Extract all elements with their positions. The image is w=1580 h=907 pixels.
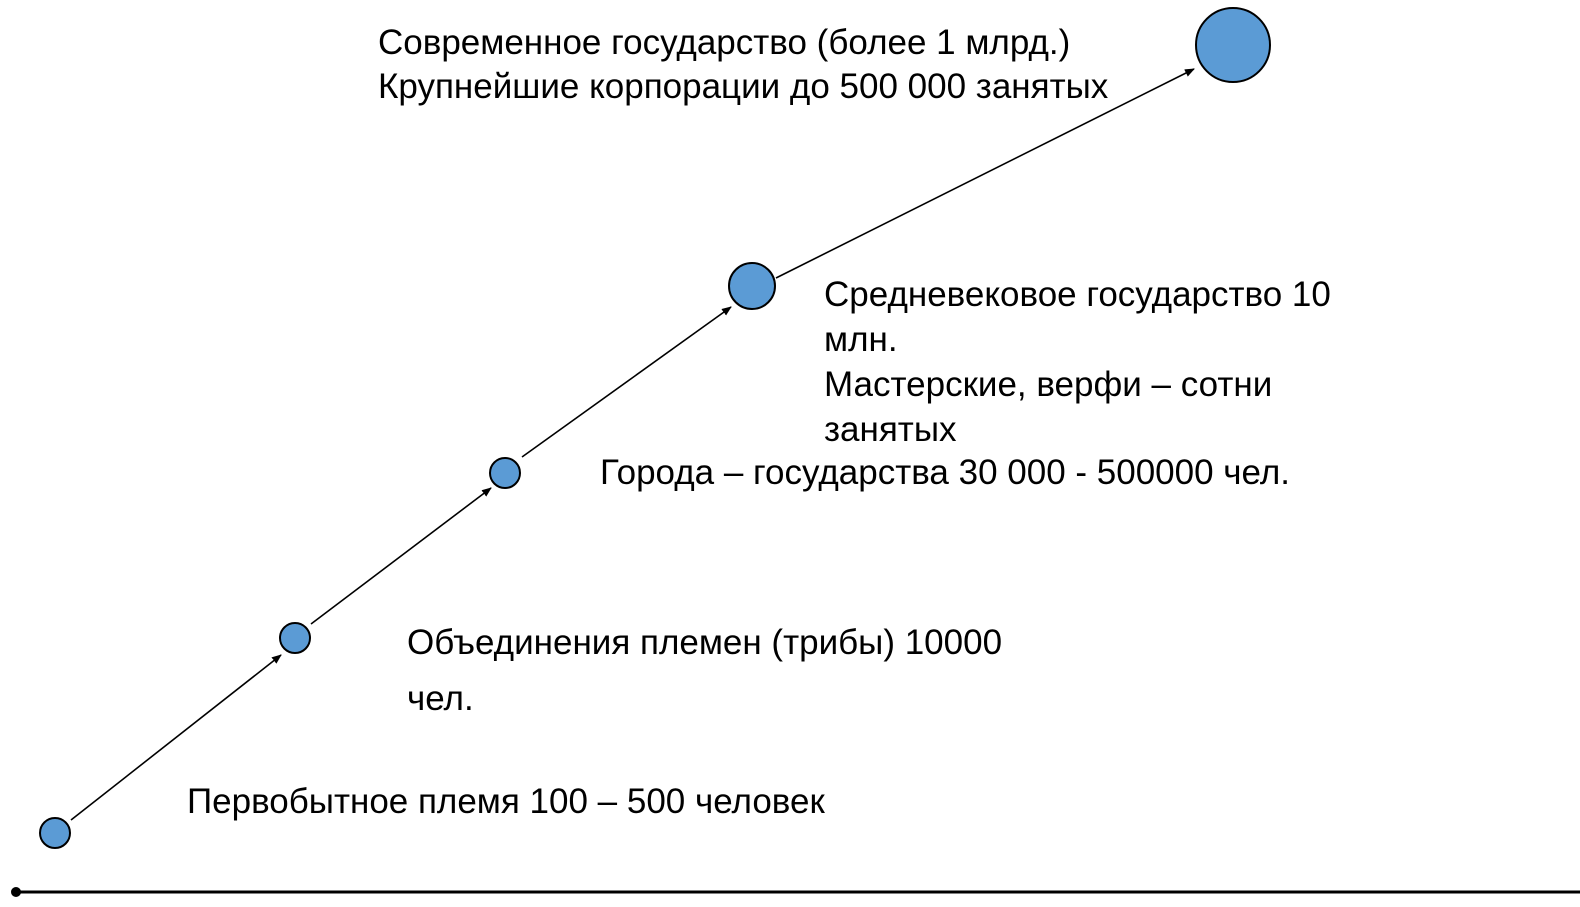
node-union <box>279 622 311 654</box>
label-tribal-union: Объединения племен (трибы) 10000 чел. <box>407 615 1002 727</box>
label-primitive-line-1: Первобытное племя 100 – 500 человек <box>187 782 825 821</box>
label-medieval-line-3: Мастерские, верфи – сотни <box>824 365 1273 404</box>
label-union-line-2: чел. <box>407 679 474 718</box>
arrow-union-to-city <box>310 487 492 625</box>
label-medieval-state: Средневековое государство 10 млн. Мастер… <box>824 272 1331 452</box>
node-medieval <box>728 262 776 310</box>
label-union-line-1: Объединения племен (трибы) 10000 <box>407 623 1003 662</box>
node-primitive <box>39 817 71 849</box>
baseline-start-dot <box>11 887 21 897</box>
label-city-states: Города – государства 30 000 - 500000 чел… <box>600 451 1290 495</box>
label-primitive-tribe: Первобытное племя 100 – 500 человек <box>187 780 825 824</box>
node-city <box>489 457 521 489</box>
arrow-city-to-medieval <box>521 306 732 458</box>
arrow-medieval-to-modern <box>775 68 1195 279</box>
arrow-primitive-to-union <box>70 654 282 821</box>
label-city-line-1: Города – государства 30 000 - 500000 чел… <box>600 453 1290 492</box>
label-medieval-line-2: млн. <box>824 320 898 359</box>
label-medieval-line-1: Средневековое государство 10 <box>824 275 1331 314</box>
node-modern <box>1195 7 1271 83</box>
label-medieval-line-4: занятых <box>824 410 957 449</box>
label-modern-line-1: Современное государство (более 1 млрд.) <box>378 23 1071 62</box>
label-modern-state: Современное государство (более 1 млрд.) … <box>378 21 1108 109</box>
label-modern-line-2: Крупнейшие корпорации до 500 000 занятых <box>378 67 1109 106</box>
